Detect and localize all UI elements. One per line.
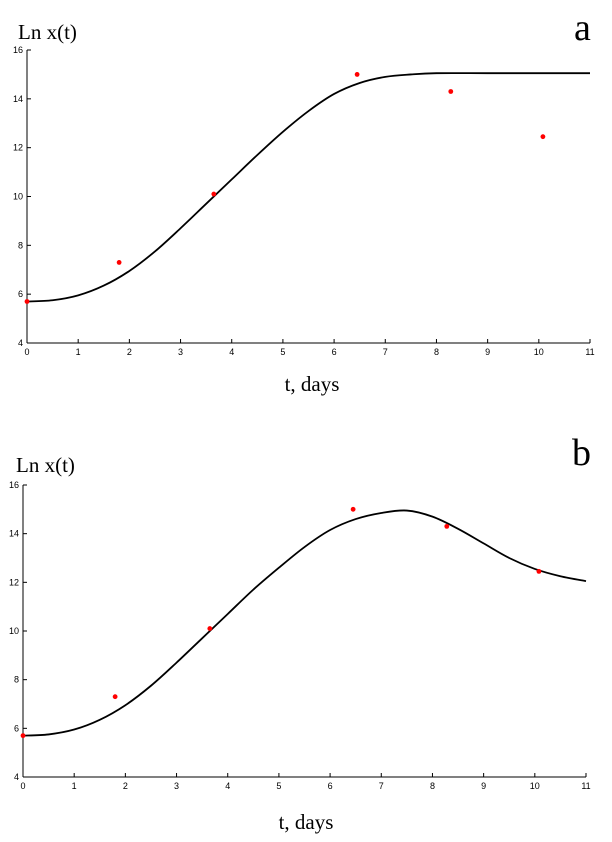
y-tick-label-b: 10 <box>9 626 19 636</box>
x-tick-label-a: 6 <box>332 347 337 357</box>
data-point-b <box>112 694 118 700</box>
x-tick-label-a: 4 <box>229 347 234 357</box>
x-axis-label-b: t, days <box>279 810 334 834</box>
x-tick-label-b: 11 <box>581 781 590 791</box>
x-tick-label-a: 9 <box>485 347 490 357</box>
y-tick-label-b: 16 <box>9 480 19 490</box>
y-tick-label-b: 12 <box>9 577 19 587</box>
data-point-b <box>536 568 542 574</box>
series-layer-a <box>24 72 590 304</box>
y-tick-label-b: 14 <box>9 529 19 539</box>
series-layer-b <box>20 506 587 739</box>
y-tick-label-a: 16 <box>13 45 23 55</box>
data-point-a <box>354 72 360 77</box>
x-tick-label-b: 7 <box>379 781 384 791</box>
y-axis-label-b: Ln x(t) <box>16 453 75 477</box>
x-tick-label-b: 2 <box>123 781 128 791</box>
x-tick-label-a: 11 <box>585 347 594 357</box>
y-tick-label-b: 6 <box>14 723 19 733</box>
data-point-a <box>116 260 122 265</box>
x-tick-label-b: 8 <box>430 781 435 791</box>
x-tick-label-b: 3 <box>174 781 179 791</box>
data-point-a <box>211 191 217 197</box>
data-point-b <box>207 626 213 631</box>
data-point-a <box>24 299 30 304</box>
y-tick-label-b: 4 <box>14 772 19 782</box>
panel-label-a: a <box>574 7 591 49</box>
x-tick-label-a: 2 <box>127 347 132 357</box>
y-axis-label-a: Ln x(t) <box>18 20 77 44</box>
x-axis-label-a: t, days <box>285 372 340 396</box>
y-tick-label-a: 10 <box>13 192 23 202</box>
y-tick-label-a: 8 <box>18 240 23 250</box>
y-tick-label-a: 4 <box>18 338 23 348</box>
y-tick-label-a: 14 <box>13 94 23 104</box>
y-tick-label-a: 12 <box>13 143 23 153</box>
x-tick-label-a: 1 <box>76 347 81 357</box>
model-curve-b <box>22 509 587 737</box>
data-point-b <box>350 506 356 512</box>
x-tick-label-b: 6 <box>328 781 333 791</box>
x-tick-label-b: 5 <box>276 781 281 791</box>
panel-label-b: b <box>572 432 591 474</box>
x-tick-label-b: 0 <box>20 781 25 791</box>
data-point-b <box>20 733 26 739</box>
data-point-a <box>448 89 454 94</box>
x-tick-label-a: 0 <box>24 347 29 357</box>
x-tick-label-b: 9 <box>481 781 486 791</box>
x-tick-label-a: 8 <box>434 347 439 357</box>
x-tick-label-a: 3 <box>178 347 183 357</box>
x-tick-label-a: 10 <box>534 347 544 357</box>
x-tick-label-b: 10 <box>530 781 540 791</box>
y-tick-label-b: 8 <box>14 675 19 685</box>
model-curve-a <box>26 72 590 303</box>
data-point-b <box>444 523 450 529</box>
x-tick-label-a: 7 <box>383 347 388 357</box>
x-tick-label-b: 4 <box>225 781 230 791</box>
x-tick-label-a: 5 <box>280 347 285 357</box>
y-tick-label-a: 6 <box>18 289 23 299</box>
x-tick-label-b: 1 <box>72 781 77 791</box>
data-point-a <box>540 134 546 140</box>
